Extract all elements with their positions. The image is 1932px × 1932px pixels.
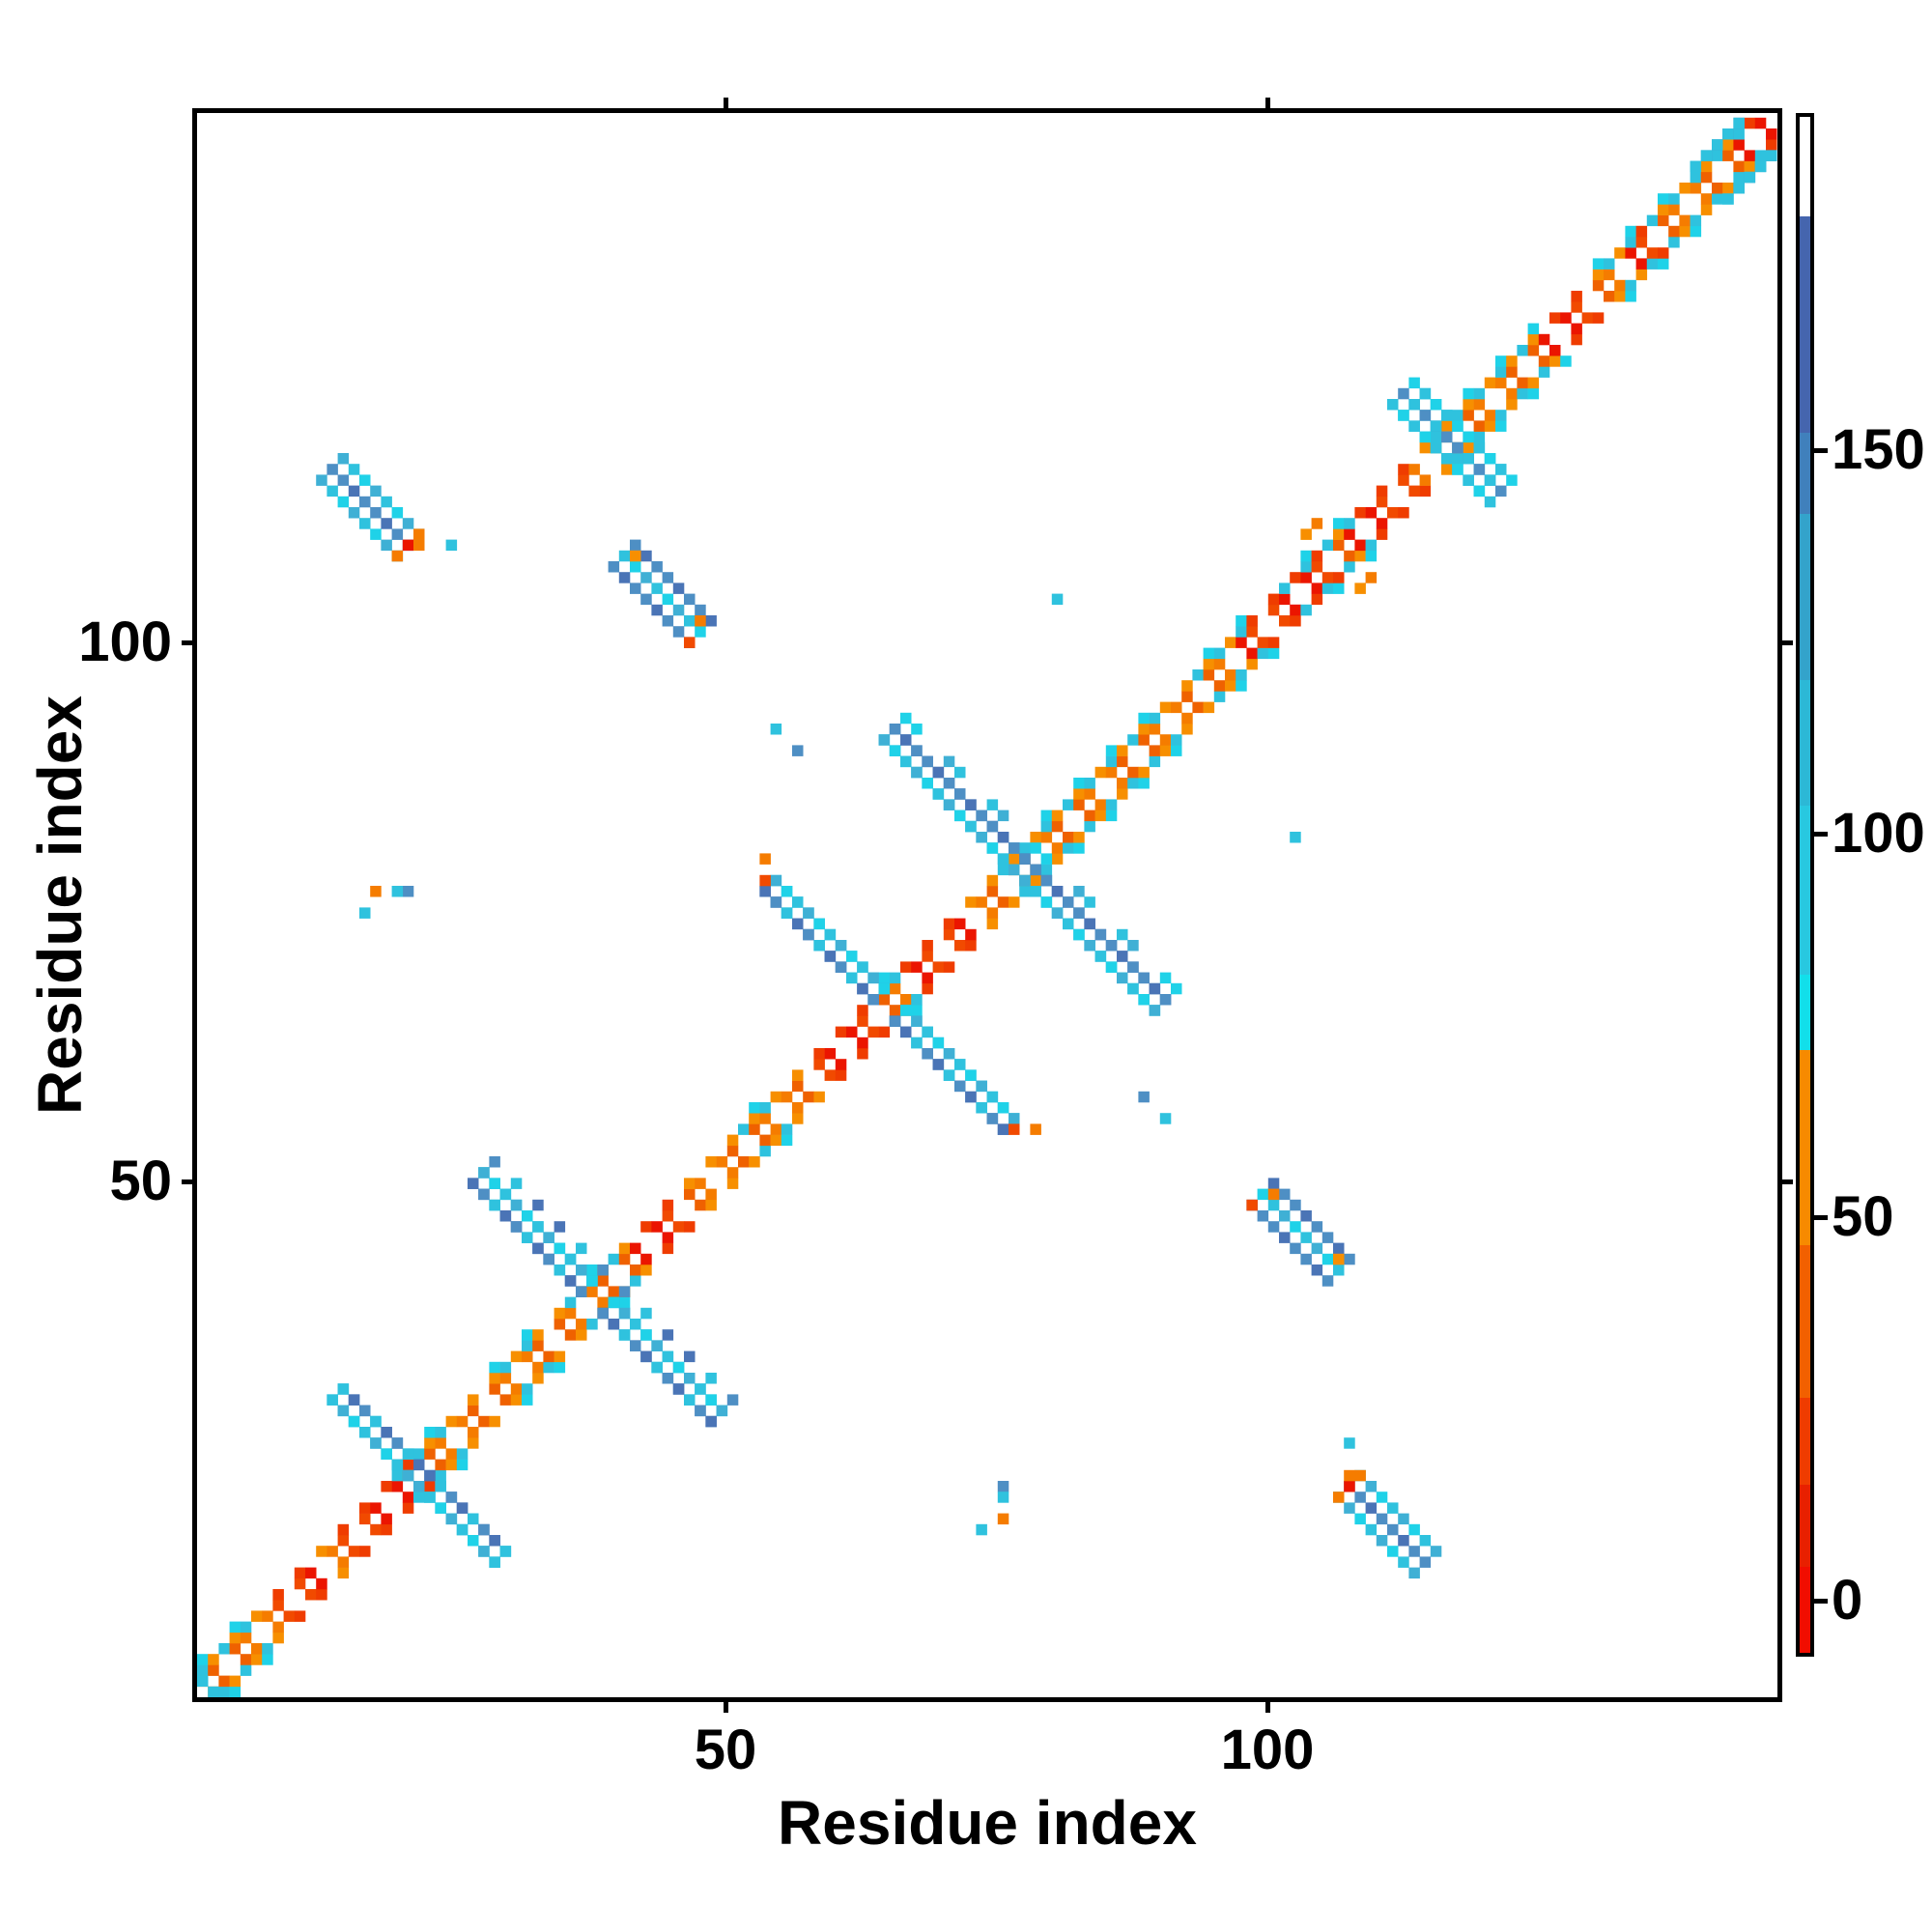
y-tick-label: 50 [109, 1150, 172, 1212]
y-axis-tick-right [1777, 639, 1793, 645]
colorbar-tick-label: 100 [1832, 802, 1925, 865]
x-axis-tick [723, 1697, 728, 1713]
colorbar [1796, 113, 1814, 1657]
colorbar-tick-label: 150 [1832, 418, 1925, 481]
y-axis-tick-right [1777, 1179, 1793, 1184]
x-tick-label: 50 [694, 1719, 757, 1781]
x-axis-tick [1264, 1697, 1270, 1713]
x-tick-label: 100 [1220, 1719, 1315, 1781]
x-axis-label: Residue index [778, 1788, 1197, 1858]
colorbar-tick-label: 0 [1832, 1569, 1863, 1632]
y-axis-label: Residue index [25, 696, 95, 1115]
colorbar-tick [1814, 447, 1828, 453]
heatmap-cells [197, 117, 1777, 1697]
x-axis-tick-top [1264, 98, 1270, 113]
colorbar-tick [1814, 1214, 1828, 1220]
y-axis-tick [182, 1179, 197, 1184]
y-tick-label: 100 [78, 611, 172, 673]
colorbar-tick [1814, 1598, 1828, 1604]
colorbar-gradient [1800, 117, 1810, 1653]
y-axis-tick [182, 639, 197, 645]
colorbar-tick [1814, 831, 1828, 837]
heatmap-canvas [197, 117, 1777, 1697]
x-axis-tick-top [723, 98, 728, 113]
plot-area [192, 108, 1782, 1702]
colorbar-tick-label: 50 [1832, 1185, 1894, 1248]
